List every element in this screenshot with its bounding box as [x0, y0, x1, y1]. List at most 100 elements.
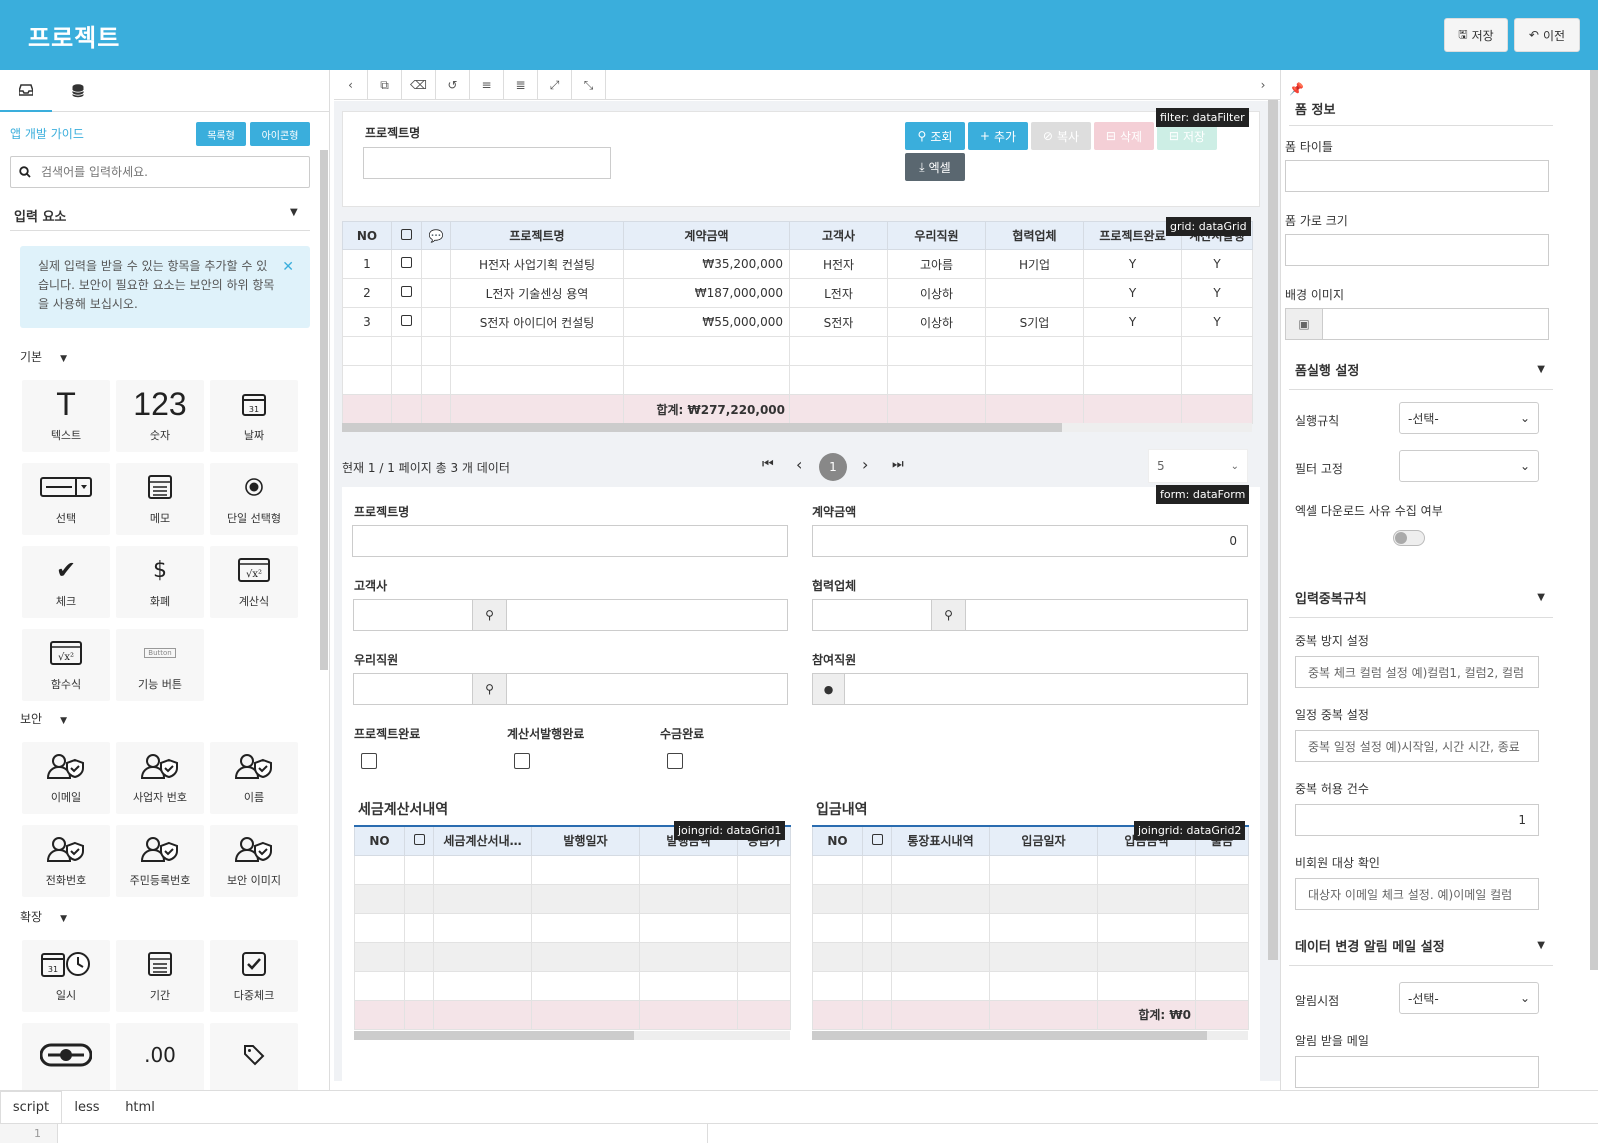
group-security[interactable]: 보안 ▼: [20, 712, 68, 726]
component-숫자[interactable]: 123 숫자: [116, 380, 204, 452]
list-view-button[interactable]: 목록형: [196, 122, 246, 146]
chevron-right-icon[interactable]: ›: [1260, 78, 1266, 92]
copy-icon[interactable]: ⧉: [368, 70, 402, 100]
image-picker-button[interactable]: ▣: [1285, 308, 1323, 340]
undo-icon[interactable]: ↺: [436, 70, 470, 100]
client-code-input[interactable]: [353, 599, 473, 631]
canvas-scrollbar[interactable]: [1268, 100, 1278, 960]
grid-header-cell[interactable]: 프로젝트완료: [1083, 221, 1182, 250]
participants-user-button[interactable]: ●: [812, 673, 845, 705]
excel-reason-toggle[interactable]: [1393, 530, 1425, 546]
grid-header-cell[interactable]: 협력업체: [985, 221, 1084, 250]
align-left-icon[interactable]: ≡: [470, 70, 504, 100]
tab-less[interactable]: less: [74, 1099, 100, 1115]
component-item-5[interactable]: [210, 1023, 298, 1090]
schedule-dup-input[interactable]: 중복 일정 설정 예)시작일, 시간 시간, 종료: [1295, 730, 1539, 762]
table-row[interactable]: 2 L전자 기술센싱 용역 ₩187,000,000 L전자 이상하 Y Y: [342, 278, 1253, 308]
grid-header-cell[interactable]: 고객사: [789, 221, 888, 250]
last-page-icon[interactable]: ⏭: [892, 457, 904, 472]
tab-script[interactable]: script: [0, 1091, 62, 1123]
participants-input[interactable]: [844, 673, 1248, 705]
grid-header-cell[interactable]: NO: [812, 825, 863, 856]
partner-search-button[interactable]: ⚲: [931, 599, 966, 631]
eraser-icon[interactable]: ⌫: [402, 70, 436, 100]
component-search[interactable]: [10, 156, 310, 188]
component-메모[interactable]: 메모: [116, 463, 204, 535]
grid-header-cell[interactable]: 프로젝트명: [450, 221, 624, 250]
form-width-input[interactable]: [1285, 234, 1549, 266]
component-텍스트[interactable]: T 텍스트: [22, 380, 110, 452]
component-이름[interactable]: 이름: [210, 742, 298, 814]
dup-prevent-input[interactable]: 중복 체크 컬럼 설정 예)컬럼1, 컬럼2, 컬럼: [1295, 656, 1539, 688]
component-이메일[interactable]: 이메일: [22, 742, 110, 814]
component-일시[interactable]: 31 일시: [22, 940, 110, 1012]
grid-header-cell[interactable]: NO: [342, 221, 392, 250]
grid-header-cell[interactable]: 통장표시내역: [891, 825, 990, 856]
contract-amount-input[interactable]: 0: [812, 525, 1248, 557]
add-button[interactable]: + 추가: [968, 122, 1028, 150]
component-item-3[interactable]: [22, 1023, 110, 1090]
component-날짜[interactable]: 31 날짜: [210, 380, 298, 452]
dup-rules-header[interactable]: 입력중복규칙 ▼: [1289, 578, 1553, 618]
close-icon[interactable]: ✕: [282, 259, 294, 275]
notify-time-select[interactable]: -선택- ⌄: [1399, 982, 1539, 1014]
save-button[interactable]: 🖫 저장: [1444, 18, 1508, 52]
tab-database[interactable]: [52, 70, 104, 112]
grid-header-cell[interactable]: 우리직원: [887, 221, 986, 250]
component-주민등록번호[interactable]: 주민등록번호: [116, 825, 204, 897]
table-row[interactable]: 1 H전자 사업기획 컨설팅 ₩35,200,000 H전자 고아름 H기업 Y Y: [342, 249, 1253, 279]
editor-area-right[interactable]: [708, 1123, 1598, 1143]
non-member-input[interactable]: 대상자 이메일 체크 설정. 예)이메일 컬럼: [1295, 878, 1539, 910]
component-보안 이미지[interactable]: 보안 이미지: [210, 825, 298, 897]
staff-name-input[interactable]: [506, 673, 788, 705]
component-계산식[interactable]: √x² 계산식: [210, 546, 298, 618]
caret-down-icon[interactable]: ▼: [290, 207, 298, 218]
expand-icon[interactable]: ⤢: [538, 70, 572, 100]
icon-view-button[interactable]: 아이콘형: [250, 122, 310, 146]
component-기능 버튼[interactable]: Button 기능 버튼: [116, 629, 204, 701]
grid-header-cell[interactable]: NO: [354, 825, 405, 856]
first-page-icon[interactable]: ⏮: [762, 457, 774, 472]
grid-header-cell[interactable]: [862, 825, 892, 856]
excel-button[interactable]: ⤓ 엑셀: [905, 153, 965, 181]
prev-page-icon[interactable]: ‹: [796, 455, 803, 474]
notify-mail-input[interactable]: [1295, 1056, 1539, 1088]
data-change-mail-header[interactable]: 데이터 변경 알림 메일 설정 ▼: [1289, 926, 1553, 966]
exec-rule-select[interactable]: -선택- ⌄: [1399, 402, 1539, 434]
client-name-input[interactable]: [506, 599, 788, 631]
component-전화번호[interactable]: 전화번호: [22, 825, 110, 897]
editor-area[interactable]: [58, 1123, 708, 1143]
filter-fix-select[interactable]: ⌄: [1399, 450, 1539, 482]
component-단일 선택형[interactable]: 단일 선택형: [210, 463, 298, 535]
partner-code-input[interactable]: [812, 599, 932, 631]
client-search-button[interactable]: ⚲: [472, 599, 507, 631]
copy-button[interactable]: ⊘ 복사: [1031, 122, 1091, 150]
dup-allow-input[interactable]: 1: [1295, 804, 1539, 836]
tax-hscroll[interactable]: [354, 1031, 790, 1040]
component-다중체크[interactable]: 다중체크: [210, 940, 298, 1012]
page-size-select[interactable]: 5 ⌄: [1148, 449, 1248, 483]
back-button[interactable]: ↶ 이전: [1514, 18, 1580, 52]
group-extension[interactable]: 확장 ▼: [20, 910, 68, 924]
exec-settings-header[interactable]: 폼실행 설정 ▼: [1289, 350, 1553, 390]
staff-search-button[interactable]: ⚲: [472, 673, 507, 705]
partner-name-input[interactable]: [965, 599, 1248, 631]
compress-icon[interactable]: ⤡: [572, 70, 606, 100]
component-체크[interactable]: ✔ 체크: [22, 546, 110, 618]
search-button[interactable]: ⚲ 조회: [905, 122, 965, 150]
grid-header-cell[interactable]: [391, 221, 422, 250]
grid-header-cell[interactable]: 입금일자: [989, 825, 1098, 856]
invoice-done-checkbox[interactable]: [514, 753, 530, 769]
app-guide-link[interactable]: 앱 개발 가이드: [10, 127, 84, 141]
bg-image-input[interactable]: [1322, 308, 1549, 340]
staff-code-input[interactable]: [353, 673, 473, 705]
align-right-icon[interactable]: ≣: [504, 70, 538, 100]
component-선택[interactable]: 선택: [22, 463, 110, 535]
tab-html[interactable]: html: [125, 1099, 155, 1115]
payment-done-checkbox[interactable]: [667, 753, 683, 769]
pin-icon[interactable]: 📌: [1289, 82, 1304, 96]
group-basic[interactable]: 기본 ▼: [20, 350, 68, 364]
component-화폐[interactable]: $ 화폐: [116, 546, 204, 618]
grid-header-cell[interactable]: [404, 825, 434, 856]
grid-header-cell[interactable]: 💬: [421, 221, 451, 250]
